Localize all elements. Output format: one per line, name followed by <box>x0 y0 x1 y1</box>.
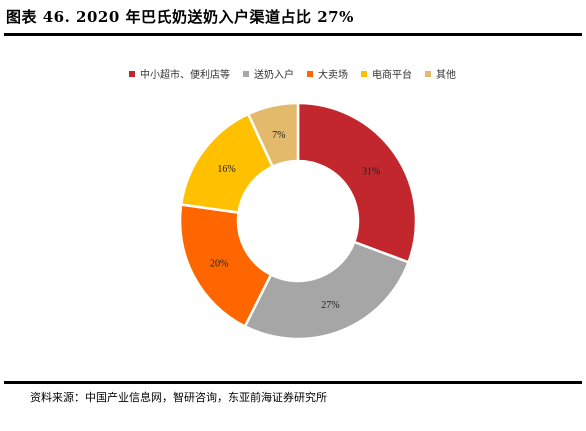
slice-labels: 31% 27% 20% 16% 7% <box>210 130 380 311</box>
slice-label-2: 20% <box>210 258 228 269</box>
source-note: 资料来源：中国产业信息网，智研咨询，东亚前海证券研究所 <box>30 391 327 404</box>
legend-swatch-4 <box>425 71 431 77</box>
legend-label-4: 其他 <box>436 68 456 81</box>
slice-4 <box>246 101 300 169</box>
legend-label-3: 电商平台 <box>372 68 412 81</box>
slice-0 <box>296 101 418 264</box>
slice-label-0: 31% <box>362 166 380 177</box>
legend-swatch-3 <box>361 71 367 77</box>
slice-label-1: 27% <box>321 300 339 311</box>
chart-slices <box>178 101 418 341</box>
slice-1 <box>243 240 411 341</box>
legend-swatch-2 <box>307 71 313 77</box>
legend-label-0: 中小超市、便利店等 <box>140 68 230 81</box>
slice-2 <box>178 203 273 329</box>
chart-legend: 中小超市、便利店等 送奶入户 大卖场 电商平台 其他 <box>129 68 456 81</box>
slice-label-3: 16% <box>217 164 235 175</box>
legend-label-1: 送奶入户 <box>254 68 294 81</box>
bottom-rule <box>4 381 582 384</box>
legend-swatch-1 <box>243 71 249 77</box>
top-rule <box>4 33 582 36</box>
chart-title: 图表 46. 2020 年巴氏奶送奶入户渠道占比 27% <box>6 8 354 26</box>
legend-label-2: 大卖场 <box>318 68 348 81</box>
donut-chart: 中小超市、便利店等 送奶入户 大卖场 电商平台 其他 31% 27% 20% 16% 7% <box>129 68 456 341</box>
legend-swatch-0 <box>129 71 135 77</box>
slice-label-4: 7% <box>272 130 285 141</box>
